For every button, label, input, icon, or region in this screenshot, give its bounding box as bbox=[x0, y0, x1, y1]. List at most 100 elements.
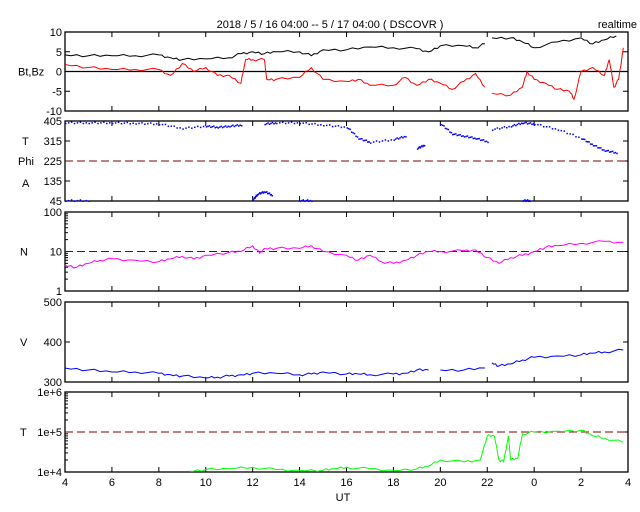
data-point-phi bbox=[123, 122, 126, 124]
data-point-phi bbox=[76, 122, 79, 124]
y-tick-label: 10 bbox=[50, 247, 62, 259]
data-point-phi bbox=[582, 138, 585, 140]
data-point-phi bbox=[352, 132, 354, 134]
data-point-phi bbox=[221, 126, 224, 129]
data-point-phi bbox=[196, 125, 199, 128]
data-point-phi_low bbox=[253, 198, 255, 200]
data-point-phi bbox=[369, 142, 372, 144]
data-point-phi_low bbox=[270, 193, 273, 196]
data-point-phi bbox=[70, 121, 73, 123]
data-point-phi bbox=[487, 141, 489, 144]
data-point-phi_low bbox=[259, 192, 261, 194]
data-point-phi bbox=[311, 123, 313, 125]
data-point-phi bbox=[235, 124, 237, 127]
data-point-phi bbox=[150, 122, 152, 124]
y-tick-label: 405 bbox=[44, 116, 62, 128]
data-point-phi bbox=[210, 126, 212, 129]
x-tick-label: 20 bbox=[434, 477, 446, 489]
data-point-phi bbox=[512, 125, 514, 127]
data-point-phi bbox=[350, 131, 353, 133]
data-point-phi bbox=[144, 123, 146, 125]
data-point-phi bbox=[331, 125, 334, 128]
data-point-phi bbox=[402, 136, 404, 139]
data-point-phi bbox=[560, 129, 563, 132]
chart-title: 2018 / 5 / 16 04:00 -- 5 / 17 04:00 ( DS… bbox=[217, 19, 444, 31]
data-point-phi bbox=[270, 122, 272, 125]
data-point-phi_low bbox=[269, 194, 272, 196]
data-point-phi bbox=[323, 125, 325, 127]
data-point-phi bbox=[213, 125, 215, 127]
data-point-phi_low bbox=[308, 200, 310, 203]
data-point-phi bbox=[317, 124, 319, 126]
data-point-phi bbox=[566, 132, 568, 135]
data-point-phi bbox=[463, 136, 466, 138]
data-point-phi bbox=[528, 122, 530, 125]
data-point-phi_low bbox=[254, 197, 256, 199]
data-point-phi bbox=[400, 136, 403, 138]
data-point-phi bbox=[440, 123, 442, 126]
data-point-phi bbox=[588, 141, 590, 143]
data-point-phi bbox=[265, 123, 268, 125]
data-point-phi bbox=[485, 140, 488, 143]
data-point-phi bbox=[420, 146, 422, 148]
y-tick-label: 135 bbox=[44, 176, 62, 188]
y-axis-label: Bt,Bz bbox=[18, 67, 44, 79]
data-point-phi bbox=[230, 125, 233, 127]
data-point-phi bbox=[403, 135, 406, 138]
data-point-phi bbox=[236, 124, 239, 126]
data-point-phi bbox=[337, 125, 340, 127]
data-point-phi bbox=[296, 122, 299, 124]
data-point-phi_low bbox=[82, 200, 85, 203]
data-point-phi bbox=[460, 135, 463, 138]
data-point-phi_low bbox=[309, 199, 312, 202]
data-point-phi bbox=[537, 123, 539, 126]
data-point-phi_low bbox=[306, 199, 309, 201]
y-tick-label: -10 bbox=[46, 106, 62, 118]
data-point-phi bbox=[328, 124, 331, 126]
data-point-phi bbox=[526, 123, 529, 125]
data-point-phi bbox=[418, 146, 421, 148]
data-point-phi bbox=[199, 126, 202, 129]
data-point-phi bbox=[227, 125, 230, 128]
y-axis-label: T bbox=[22, 136, 29, 148]
data-point-phi bbox=[356, 136, 359, 138]
x-tick-label: 14 bbox=[293, 477, 305, 489]
data-point-phi bbox=[518, 122, 520, 125]
data-point-phi bbox=[217, 127, 219, 129]
data-point-phi bbox=[600, 147, 602, 149]
data-point-phi_low bbox=[65, 200, 67, 203]
data-point-phi bbox=[569, 133, 571, 135]
data-point-phi bbox=[529, 122, 532, 124]
data-point-phi bbox=[601, 149, 604, 151]
data-point-phi_low bbox=[529, 200, 531, 203]
data-point-phi bbox=[82, 122, 85, 125]
series-line-bt bbox=[491, 35, 617, 49]
data-point-phi_low bbox=[79, 199, 82, 201]
data-point-phi_low bbox=[259, 193, 262, 195]
data-point-phi bbox=[188, 126, 190, 128]
series-line-v bbox=[64, 367, 429, 379]
y-tick-label: 315 bbox=[44, 136, 62, 148]
data-point-phi bbox=[106, 122, 108, 125]
data-point-phi bbox=[532, 123, 535, 125]
data-point-phi bbox=[158, 123, 161, 126]
data-point-phi_low bbox=[526, 199, 529, 201]
data-point-phi bbox=[447, 128, 450, 131]
data-point-phi bbox=[498, 128, 501, 130]
data-point-phi bbox=[446, 128, 448, 130]
data-point-phi bbox=[421, 144, 423, 147]
x-tick-label: 4 bbox=[62, 477, 68, 489]
data-point-phi bbox=[367, 141, 369, 143]
data-point-phi bbox=[111, 122, 114, 125]
data-point-phi bbox=[475, 138, 478, 140]
data-point-phi bbox=[581, 138, 583, 140]
data-point-phi bbox=[314, 122, 316, 125]
data-point-phi bbox=[126, 121, 129, 124]
data-point-phi_low bbox=[252, 199, 255, 201]
data-point-phi bbox=[208, 125, 211, 127]
data-point-phi bbox=[396, 137, 398, 139]
data-point-phi bbox=[132, 122, 134, 124]
data-point-phi bbox=[299, 122, 302, 125]
data-point-phi bbox=[481, 139, 483, 141]
data-point-phi bbox=[591, 143, 593, 145]
